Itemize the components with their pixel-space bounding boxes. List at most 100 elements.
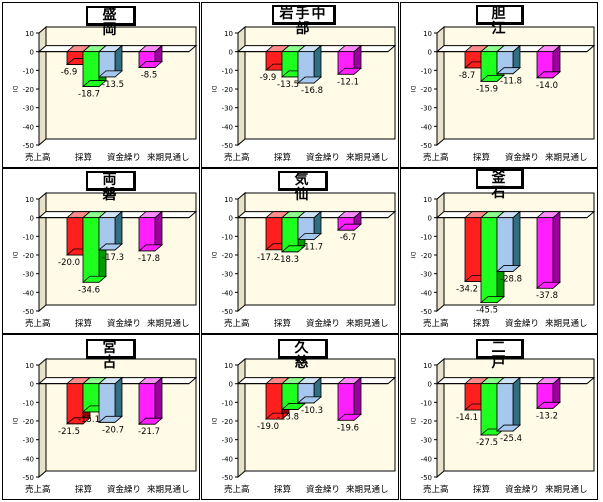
y-tick-label: -40 [23,455,34,463]
y-tick-label: -50 [222,308,233,316]
bar [97,44,124,78]
y-tick-label: -10 [23,67,34,75]
y-tick-label: -20 [421,252,432,260]
y-tick-label: -10 [222,233,233,241]
data-label: -45.5 [476,306,498,316]
bar [97,210,124,251]
chart-title: 釜 石 [476,169,524,201]
bar [336,210,363,232]
y-tick-label: -50 [421,308,432,316]
category-label: 来期見通し [147,152,190,163]
category-label: 来期見通し [346,318,389,329]
chart-panel: 10 0 -10 -20 -30 -40 -50 DI -20.0 -34.6 -17.3 -17.8… [2,168,200,334]
y-tick-label: -50 [222,142,233,150]
category-label: 売上高 [224,152,250,163]
data-label: -6.9 [61,68,78,78]
chart-svg: 10 0 -10 -20 -30 -40 -50 DI -21.5 -15.1-20.7 -21.7… [11,357,198,495]
plot-side-wall [38,357,47,479]
chart-panel: 10 0 -10 -20 -30 -40 -50 DI -17.2 -18.3 -11.7 -6.7 売… [201,168,399,334]
chart-svg: 10 0 -10 -20 -30 -40 -50 DI -9.9-13.5-16.8 -12.1 売… [210,25,397,163]
bar [495,44,522,75]
chart-svg: 10 0 -10 -20 -30 -40 -50 DI -8.7-15.9-11.8 -14.0 売… [409,25,596,163]
data-label: -25.4 [500,434,522,444]
bar [336,376,363,422]
y-tick-label: -50 [23,142,34,150]
y-tick-label: -30 [421,105,432,113]
category-label: 売上高 [25,152,51,163]
y-axis-label: DI [210,252,217,259]
data-label: -8.7 [459,71,476,81]
data-label: -10.3 [301,406,323,416]
y-tick-label: 0 [30,381,34,389]
y-axis-label: DI [11,252,18,259]
category-label: 売上高 [423,152,449,163]
data-label: -17.3 [102,253,124,263]
plot-side-wall [436,357,445,479]
data-label: -13.5 [277,80,299,90]
y-tick-label: 0 [30,49,34,57]
y-tick-label: -40 [222,123,233,131]
category-label: 採算 [75,484,93,495]
y-tick-label: 10 [25,196,34,204]
chart-title: 胆 江 [476,5,524,37]
y-tick-label: -30 [421,271,432,279]
data-label: -8.5 [141,71,158,81]
chart-panel: 10 0 -10 -20 -30 -40 -50 DI -6.9 -18.7 -13.5 -8.5 売上… [2,2,200,168]
chart-svg: 10 0 -10 -20 -30 -40 -50 DI -6.9 -18.7-13.5 -8.5 売上… [11,25,198,163]
category-label: 資金繰り [505,484,539,495]
data-label: -19.0 [257,422,279,432]
category-label: 売上高 [25,318,51,329]
bar [479,210,506,304]
y-tick-label: -40 [421,289,432,297]
data-label: -9.9 [260,73,277,83]
category-label: 資金繰り [505,318,539,329]
data-label: -37.8 [536,291,558,301]
y-tick-label: 0 [428,49,432,57]
data-label: -18.3 [277,255,299,265]
category-label: 売上高 [423,484,449,495]
data-label: -19.6 [337,423,359,433]
chart-panel: 10 0 -10 -20 -30 -40 -50 DI -14.1 -27.5 -25.4 -13.2… [400,334,598,500]
category-label: 来期見通し [545,318,588,329]
y-tick-label: -50 [23,308,34,316]
category-label: 採算 [274,152,292,163]
y-axis-label: DI [11,86,18,93]
category-label: 来期見通し [346,152,389,163]
category-label: 資金繰り [306,152,340,163]
plot-side-wall [38,191,47,313]
y-tick-label: -10 [222,399,233,407]
category-label: 売上高 [224,484,250,495]
y-tick-label: 0 [229,381,233,389]
bar [296,210,323,241]
y-tick-label: 10 [25,362,34,370]
plot-side-wall [38,25,47,147]
y-tick-label: -10 [23,399,34,407]
y-tick-label: 0 [428,215,432,223]
category-label: 資金繰り [107,484,141,495]
y-tick-label: -30 [222,271,233,279]
category-label: 採算 [75,152,93,163]
bar [495,210,522,273]
y-axis-label: DI [409,252,416,259]
y-tick-label: -50 [421,142,432,150]
category-label: 資金繰り [306,484,340,495]
y-tick-label: -20 [222,86,233,94]
bar [97,376,124,424]
y-tick-label: 10 [25,30,34,38]
data-label: -17.8 [138,254,160,264]
category-label: 採算 [473,484,491,495]
plot-side-wall [436,191,445,313]
y-tick-label: -20 [421,418,432,426]
data-label: -34.6 [78,285,100,295]
bar [296,376,323,404]
chart-title: 気 仙 [278,171,328,203]
y-tick-label: 10 [423,362,432,370]
data-label: -14.0 [536,81,558,91]
y-tick-label: -50 [222,474,233,482]
data-label: -6.7 [340,233,357,243]
category-label: 採算 [473,152,491,163]
plot-side-wall [436,25,445,147]
bar [137,210,164,252]
data-label: -20.7 [102,425,124,435]
